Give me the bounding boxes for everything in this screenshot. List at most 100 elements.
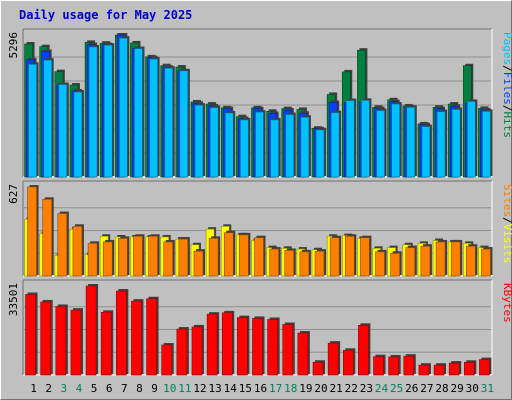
- sites-bar: [239, 234, 249, 277]
- kbytes-bar: [342, 349, 354, 376]
- sites-bar: [57, 213, 68, 277]
- sites-bar: [42, 199, 52, 277]
- legend-entry: Files: [501, 72, 512, 105]
- x-tick-label: 31: [481, 382, 494, 395]
- x-tick-label: 18: [284, 382, 297, 395]
- kbytes-bar: [448, 362, 460, 376]
- pages-bar: [345, 100, 355, 178]
- sites-bar: [420, 245, 431, 277]
- kbytes-bar: [282, 324, 294, 376]
- x-tick-label: 13: [208, 382, 221, 395]
- kbytes-bar: [358, 325, 369, 376]
- kbytes-bar: [312, 361, 324, 376]
- pages-bar: [209, 107, 219, 178]
- kbytes-bar: [267, 319, 278, 376]
- legend-entry: Sites: [501, 184, 512, 217]
- x-tick-label: 24: [375, 382, 389, 395]
- pages-bar: [255, 111, 264, 178]
- legend-entry: /: [501, 217, 512, 224]
- x-tick-label: 10: [163, 382, 176, 395]
- pages-bar: [103, 44, 113, 178]
- panel-1-legend: Pages/Files/Hits: [501, 32, 512, 138]
- sites-bar: [178, 238, 189, 277]
- pages-bar: [467, 101, 476, 178]
- x-tick-label: 14: [224, 382, 238, 395]
- pages-bar: [406, 106, 416, 178]
- pages-bar: [285, 114, 295, 178]
- pages-bar: [300, 116, 310, 178]
- sites-bar: [329, 237, 340, 277]
- pages-bar: [436, 111, 446, 178]
- kbytes-bar: [221, 312, 233, 376]
- sites-bar: [360, 237, 370, 277]
- x-tick-label: 28: [435, 382, 448, 395]
- legend-entry: /: [501, 105, 512, 112]
- kbytes-bar: [464, 361, 475, 376]
- pages-bar: [451, 109, 461, 178]
- legend-entry: Visits: [501, 224, 512, 264]
- kbytes-bar: [116, 290, 127, 376]
- sites-bar: [269, 248, 279, 277]
- x-tick-label: 25: [390, 382, 403, 395]
- pages-bar: [421, 126, 431, 178]
- pages-bar: [179, 70, 189, 178]
- x-tick-label: 27: [420, 382, 433, 395]
- pages-bar: [164, 67, 174, 178]
- kbytes-bar: [252, 318, 263, 376]
- panel-3-legend: KBytes: [501, 283, 512, 323]
- x-tick-label: 4: [76, 382, 83, 395]
- sites-bar: [148, 235, 158, 277]
- x-tick-label: 26: [405, 382, 418, 395]
- kbytes-bar: [131, 300, 142, 376]
- x-tick-label: 5: [91, 382, 98, 395]
- kbytes-bar: [25, 294, 36, 376]
- sites-bar: [405, 247, 416, 277]
- kbytes-bar: [100, 312, 112, 376]
- pages-bar: [361, 100, 370, 178]
- pages-bar: [240, 119, 249, 178]
- sites-bar: [102, 241, 113, 277]
- x-tick-label: 30: [466, 382, 479, 395]
- panel-3-ymax-label: 33501: [7, 283, 20, 316]
- sites-bar: [299, 251, 310, 277]
- pages-bar: [88, 46, 98, 178]
- x-tick-label: 12: [193, 382, 206, 395]
- pages-bar: [194, 104, 204, 178]
- x-tick-label: 7: [121, 382, 128, 395]
- x-tick-label: 2: [45, 382, 52, 395]
- sites-bar: [87, 243, 98, 277]
- sites-bar: [450, 241, 461, 277]
- pages-bar: [149, 58, 158, 178]
- chart-title: Daily usage for May 2025: [19, 8, 193, 22]
- x-tick-label: 23: [360, 382, 373, 395]
- sites-bar: [390, 252, 400, 277]
- pages-bar: [391, 103, 400, 178]
- panel-2-ymax-label: 627: [7, 184, 20, 204]
- sites-bar: [435, 241, 446, 277]
- kbytes-bar: [146, 298, 157, 376]
- kbytes-bar: [191, 326, 203, 376]
- kbytes-bar: [403, 355, 415, 376]
- sites-bar: [163, 241, 174, 277]
- x-tick-label: 8: [136, 382, 143, 395]
- kbytes-bar: [237, 317, 248, 376]
- x-tick-label: 1: [30, 382, 37, 395]
- kbytes-bar: [373, 356, 384, 376]
- kbytes-bar: [161, 344, 173, 376]
- x-tick-label: 9: [151, 382, 158, 395]
- x-tick-label: 29: [451, 382, 464, 395]
- sites-bar: [72, 226, 83, 277]
- kbytes-bar: [418, 364, 430, 376]
- sites-bar: [481, 248, 491, 277]
- pages-bar: [58, 84, 68, 178]
- panel-1-ymax-label: 5296: [7, 32, 20, 59]
- legend-entry: Hits: [501, 112, 512, 139]
- kbytes-bar: [327, 342, 339, 376]
- panel-2-legend: Sites/Visits: [501, 184, 512, 264]
- sites-bar: [118, 238, 128, 277]
- x-tick-label: 16: [254, 382, 267, 395]
- kbytes-bar: [479, 359, 490, 376]
- kbytes-bar: [85, 285, 97, 376]
- x-tick-label: 17: [269, 382, 282, 395]
